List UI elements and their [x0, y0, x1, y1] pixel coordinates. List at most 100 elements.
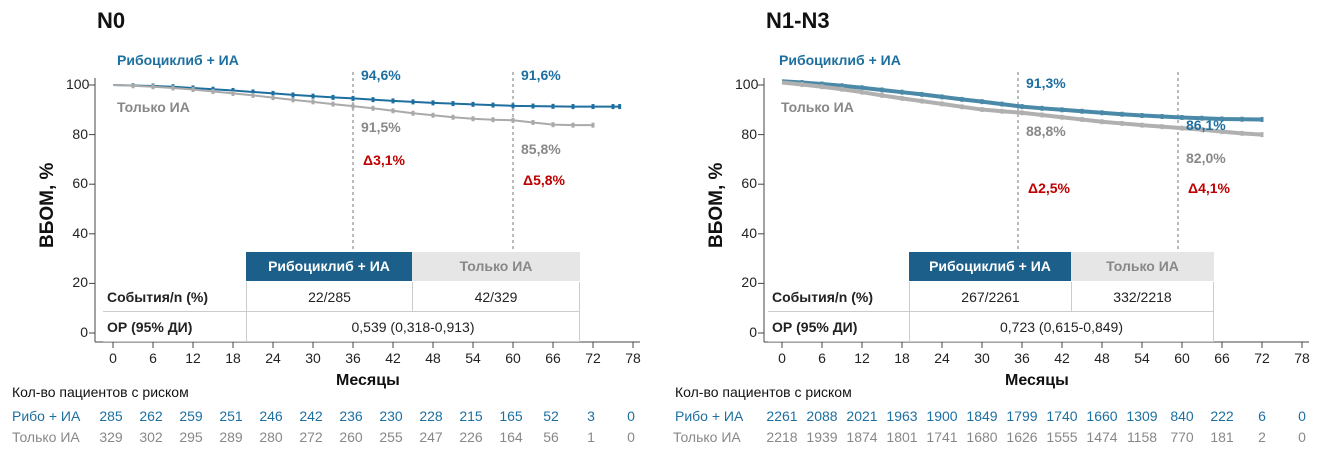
- x-tick-label: 54: [465, 350, 481, 366]
- annotation-ribo-value: 91,3%: [1026, 75, 1066, 91]
- at-risk-title: Кол-во пациентов с риском: [675, 384, 852, 400]
- annotation-delta: Δ5,8%: [523, 172, 565, 188]
- annotation-delta: Δ4,1%: [1188, 180, 1230, 196]
- at-risk-ribo-count: 1799: [1006, 408, 1038, 424]
- x-tick-label: 24: [265, 350, 281, 366]
- at-risk-ribo-count: 246: [259, 408, 283, 424]
- censor-mark: [231, 90, 235, 96]
- censor-mark: [291, 92, 295, 98]
- y-tick-label: 20: [741, 274, 757, 291]
- censor-mark: [271, 95, 275, 101]
- annotation-delta: Δ3,1%: [363, 152, 405, 168]
- censor-mark: [551, 103, 555, 109]
- at-risk-ribo-count: 1849: [966, 408, 998, 424]
- y-tick-label: 100: [735, 76, 759, 92]
- censor-mark: [511, 117, 515, 123]
- table-events-ribo: 267/2261: [909, 282, 1071, 312]
- table-events-ribo: 22/285: [246, 282, 412, 312]
- at-risk-ia-count: 260: [339, 429, 363, 445]
- at-risk-ribo-count: 165: [499, 408, 523, 424]
- x-tick-label: 66: [545, 350, 561, 366]
- censor-mark: [1080, 108, 1084, 114]
- censor-mark: [231, 87, 235, 93]
- at-risk-ia-count: 1158: [1126, 429, 1158, 445]
- at-risk-ia-count: 2: [1258, 429, 1266, 445]
- x-tick-label: 72: [585, 350, 601, 366]
- table-hr-value: 0,539 (0,318-0,913): [246, 312, 580, 342]
- censor-mark: [571, 122, 575, 128]
- y-tick-label: 60: [741, 175, 757, 192]
- x-axis-label: Месяцы: [1005, 372, 1069, 389]
- at-risk-ia-count: 0: [1298, 429, 1306, 445]
- censor-mark: [371, 97, 375, 103]
- x-tick-label: 78: [1294, 350, 1310, 366]
- at-risk-title: Кол-во пациентов с риском: [12, 384, 189, 400]
- x-tick-label: 48: [1094, 350, 1110, 366]
- legend-ribo-label: Рибоциклиб + ИА: [117, 52, 239, 68]
- x-tick-label: 54: [1134, 350, 1150, 366]
- censor-mark: [391, 98, 395, 104]
- censor-mark: [1040, 105, 1044, 111]
- at-risk-ribo-count: 230: [379, 408, 403, 424]
- censor-mark: [980, 107, 984, 113]
- y-axis-label: ВБОМ, %: [706, 162, 727, 248]
- censor-mark: [1220, 116, 1224, 122]
- censor-mark: [960, 104, 964, 110]
- y-tick-label: 80: [72, 125, 88, 142]
- table-header-ia: Только ИА: [1071, 252, 1214, 281]
- x-axis-label: Месяцы: [336, 372, 400, 389]
- censor-mark: [860, 89, 864, 95]
- table-hr-value: 0,723 (0,615-0,849): [909, 312, 1214, 342]
- censor-mark: [391, 108, 395, 114]
- x-tick-label: 42: [1054, 350, 1070, 366]
- at-risk-ia-count: 1801: [886, 429, 918, 445]
- censor-mark: [451, 101, 455, 107]
- y-tick-label: 100: [66, 76, 90, 92]
- censor-mark: [1000, 108, 1004, 114]
- at-risk-ia-count: 272: [299, 429, 323, 445]
- at-risk-ribo-count: 0: [1298, 408, 1306, 424]
- censor-mark: [591, 122, 595, 128]
- censor-mark: [591, 104, 595, 110]
- censor-mark: [491, 102, 495, 108]
- censor-mark: [1240, 130, 1244, 136]
- table-row-events-label: События/n (%): [103, 282, 246, 312]
- x-tick-label: 12: [185, 350, 201, 366]
- censor-mark: [1200, 115, 1204, 121]
- at-risk-ia-count: 255: [379, 429, 403, 445]
- censor-mark: [940, 101, 944, 107]
- at-risk-ribo-count: 1309: [1126, 408, 1158, 424]
- censor-mark: [1160, 124, 1164, 130]
- censor-mark: [431, 112, 435, 118]
- x-tick-label: 60: [1174, 350, 1190, 366]
- at-risk-ribo-count: 236: [339, 408, 363, 424]
- censor-mark: [411, 110, 415, 116]
- censor-mark: [251, 92, 255, 98]
- at-risk-ribo-count: 0: [627, 408, 635, 424]
- censor-mark: [1100, 119, 1104, 125]
- censor-mark: [1060, 107, 1064, 113]
- at-risk-ribo-count: 1963: [886, 408, 918, 424]
- at-risk-ia-count: 56: [543, 429, 559, 445]
- at-risk-ribo-count: 285: [99, 408, 123, 424]
- censor-mark: [331, 94, 335, 100]
- at-risk-ribo-count: 1900: [926, 408, 958, 424]
- censor-mark: [351, 103, 355, 109]
- at-risk-ribo-count: 228: [419, 408, 443, 424]
- censor-mark: [618, 104, 622, 110]
- x-tick-label: 30: [305, 350, 321, 366]
- at-risk-ribo-count: 251: [219, 408, 243, 424]
- y-tick-label: 40: [72, 224, 88, 241]
- at-risk-ribo-count: 222: [1210, 408, 1234, 424]
- censor-mark: [1060, 114, 1064, 120]
- censor-mark: [1100, 110, 1104, 116]
- censor-mark: [471, 116, 475, 122]
- censor-mark: [1000, 101, 1004, 107]
- at-risk-ribo-count: 2261: [766, 408, 798, 424]
- censor-mark: [571, 104, 575, 110]
- at-risk-ia-count: 1555: [1046, 429, 1078, 445]
- censor-mark: [271, 90, 275, 96]
- censor-mark: [311, 99, 315, 105]
- censor-mark: [251, 89, 255, 95]
- censor-mark: [331, 101, 335, 107]
